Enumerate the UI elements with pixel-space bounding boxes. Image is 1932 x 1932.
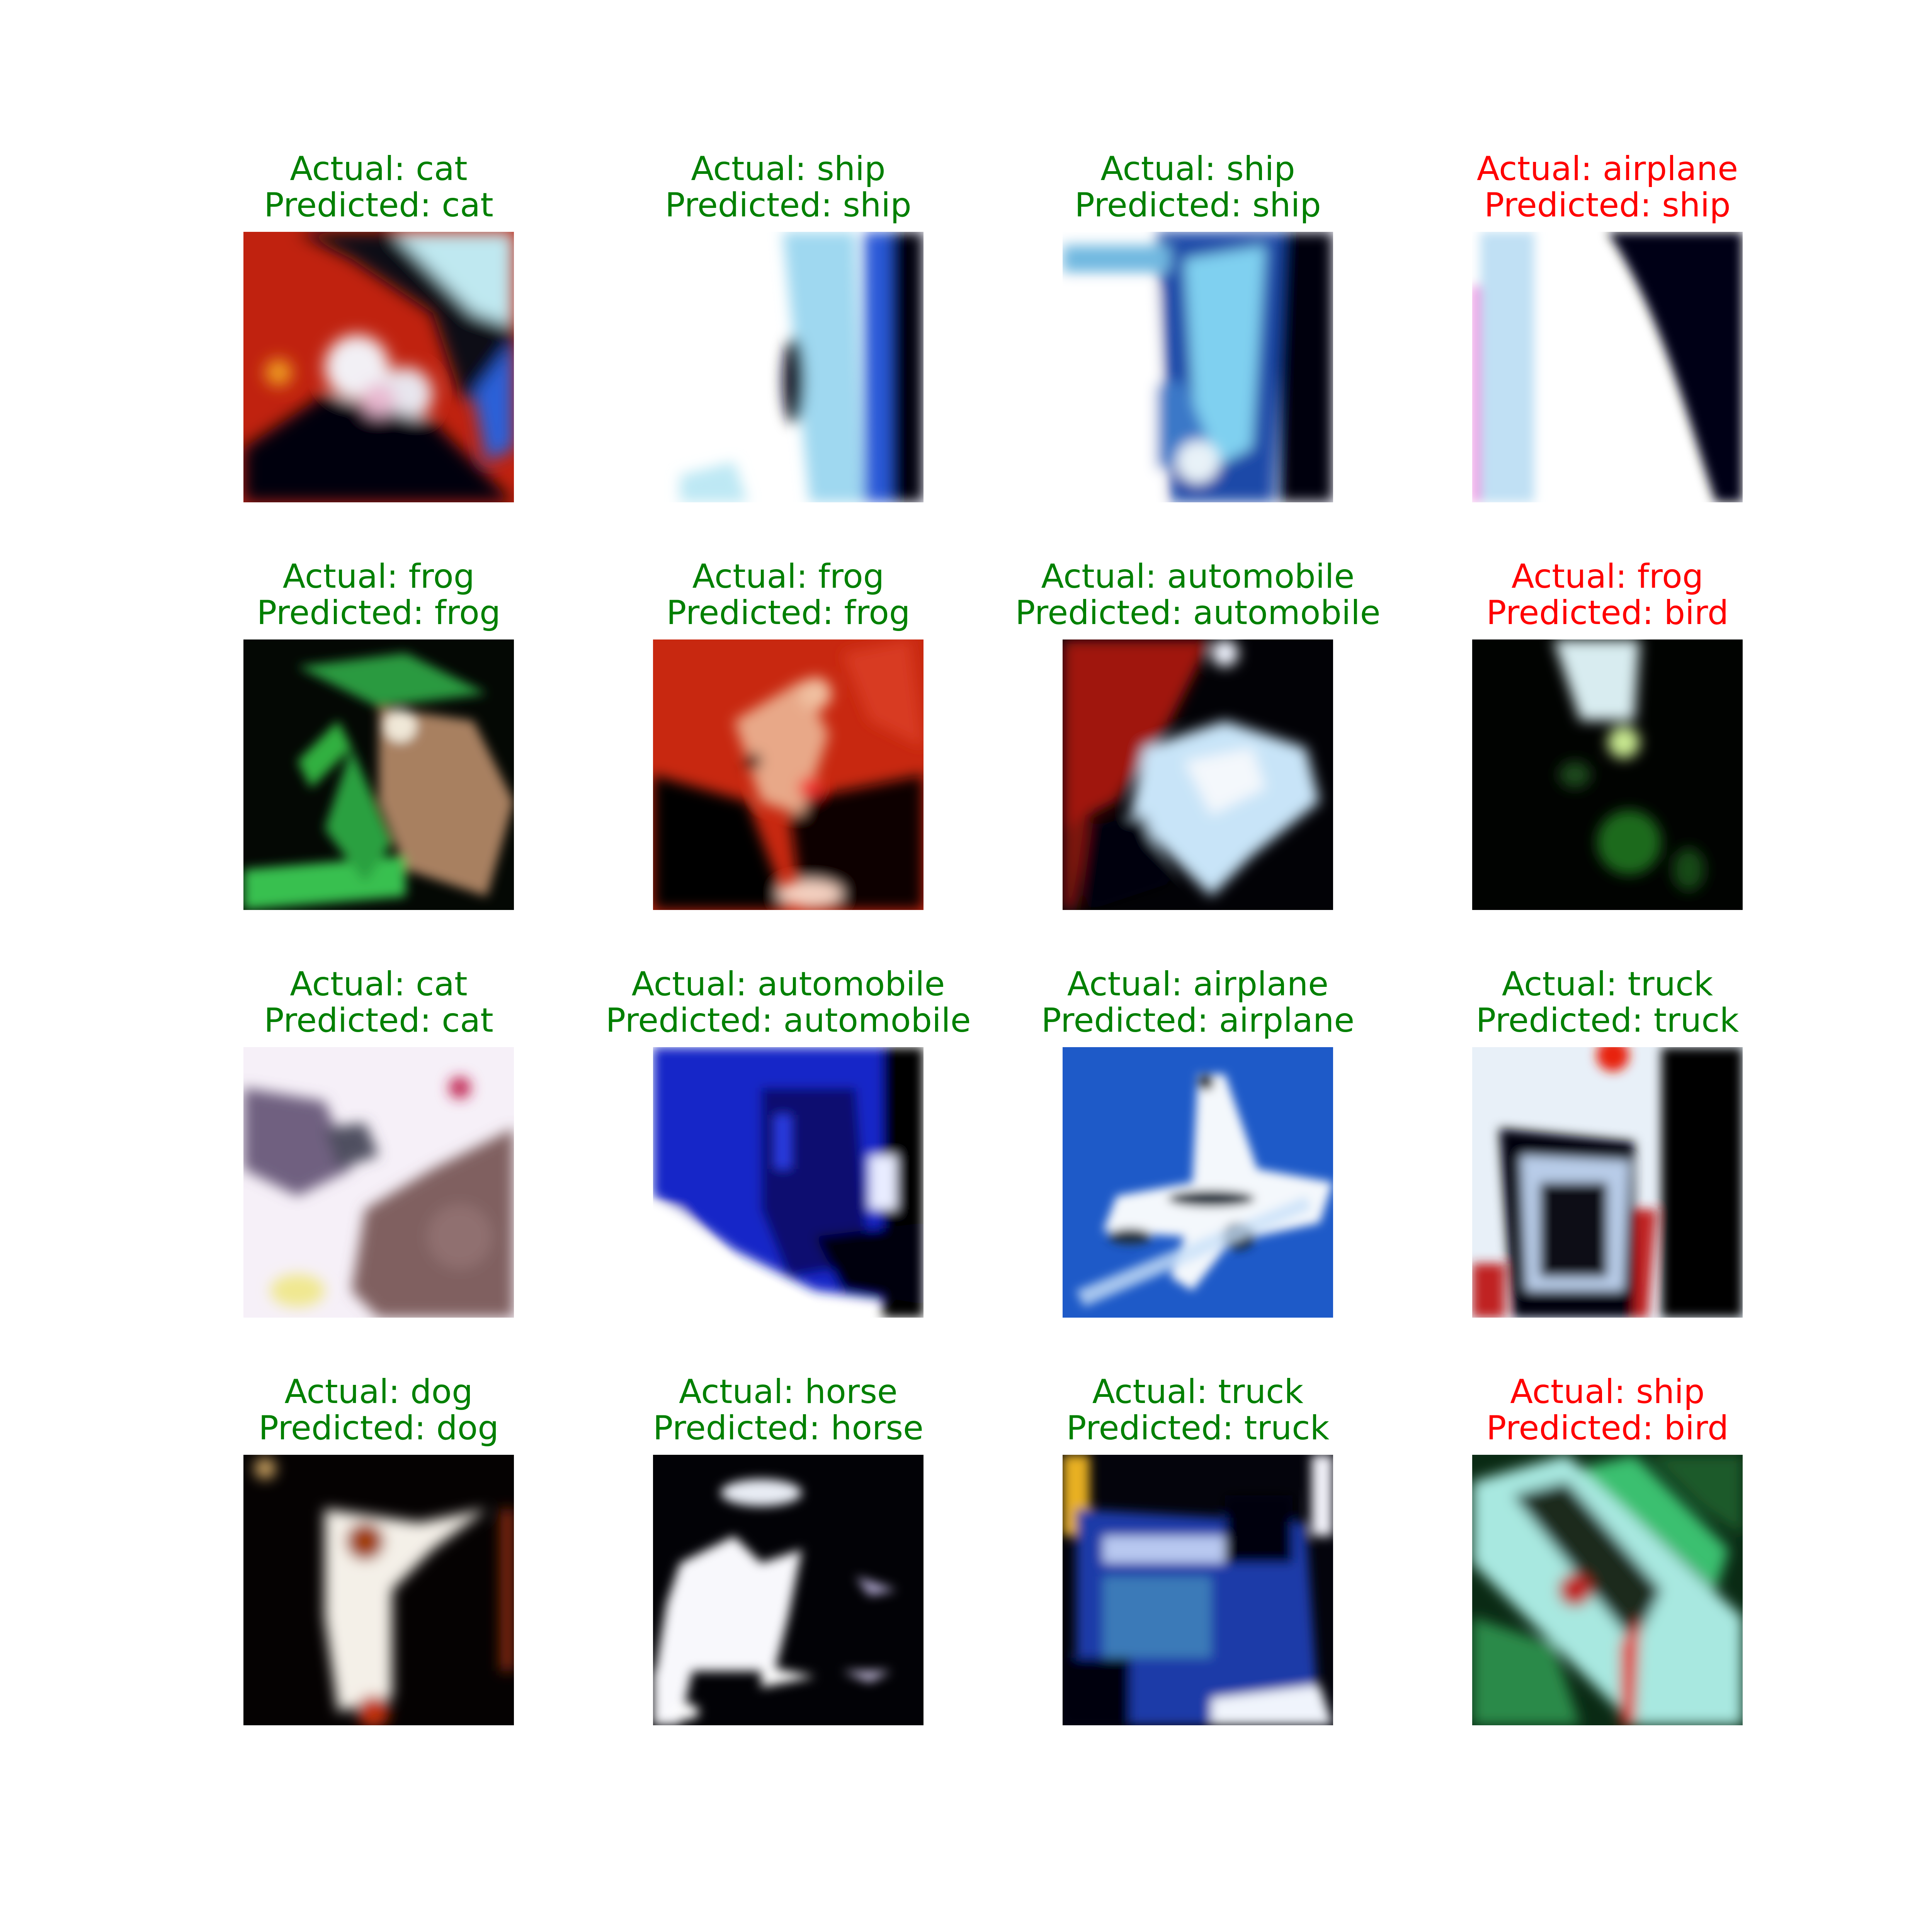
panel-title: Actual: dog Predicted: dog [147,1374,611,1446]
frog-photo [243,639,514,910]
predicted-label: Predicted: truck [1066,1409,1330,1447]
actual-label: Actual: cat [290,150,468,188]
panel-title: Actual: automobile Predicted: automobile [556,966,1020,1039]
airplane-photo [1063,1047,1333,1318]
predicted-label: Predicted: automobile [1015,594,1381,632]
actual-label: Actual: frog [692,557,884,596]
predicted-label: Predicted: truck [1476,1001,1739,1040]
predicted-label: Predicted: ship [665,186,912,224]
actual-label: Actual: ship [1100,150,1295,188]
predicted-label: Predicted: cat [264,1001,493,1040]
panel-title: Actual: airplane Predicted: ship [1376,151,1839,223]
actual-label: Actual: ship [691,150,886,188]
automobile-photo [653,1047,923,1318]
automobile-photo [1063,639,1333,910]
actual-label: Actual: ship [1510,1372,1705,1411]
actual-label: Actual: airplane [1067,965,1329,1003]
ship-photo [653,232,923,502]
panel-title: Actual: ship Predicted: ship [966,151,1430,223]
predicted-label: Predicted: ship [1075,186,1321,224]
panel-title: Actual: truck Predicted: truck [966,1374,1430,1446]
predicted-label: Predicted: bird [1486,1409,1729,1447]
panel-title: Actual: frog Predicted: frog [147,558,611,631]
frog-photo [653,639,923,910]
actual-label: Actual: horse [679,1372,898,1411]
panel-title: Actual: horse Predicted: horse [556,1374,1020,1446]
predicted-label: Predicted: frog [257,594,501,632]
actual-label: Actual: frog [282,557,475,596]
predicted-label: Predicted: automobile [605,1001,971,1040]
panel-title: Actual: truck Predicted: truck [1376,966,1839,1039]
panel-title: Actual: cat Predicted: cat [147,966,611,1039]
panel-title: Actual: cat Predicted: cat [147,151,611,223]
dog-photo [243,1455,514,1725]
cat-photo [243,232,514,502]
predicted-label: Predicted: dog [259,1409,499,1447]
ship-photo [1472,1455,1743,1725]
panel-title: Actual: ship Predicted: ship [556,151,1020,223]
predicted-label: Predicted: airplane [1041,1001,1355,1040]
actual-label: Actual: frog [1511,557,1704,596]
actual-label: Actual: airplane [1476,150,1738,188]
actual-label: Actual: truck [1092,1372,1304,1411]
predicted-label: Predicted: cat [264,186,493,224]
horse-photo [653,1455,923,1725]
ship-photo [1063,232,1333,502]
predicted-label: Predicted: horse [653,1409,924,1447]
panel-title: Actual: airplane Predicted: airplane [966,966,1430,1039]
actual-label: Actual: automobile [1041,557,1355,596]
panel-title: Actual: frog Predicted: bird [1376,558,1839,631]
panel-title: Actual: frog Predicted: frog [556,558,1020,631]
panel-title: Actual: automobile Predicted: automobile [966,558,1430,631]
truck-photo [1063,1455,1333,1725]
actual-label: Actual: cat [290,965,468,1003]
truck-photo [1472,1047,1743,1318]
airplane-photo [1472,232,1743,502]
predicted-label: Predicted: ship [1484,186,1731,224]
cat-photo [243,1047,514,1318]
actual-label: Actual: truck [1502,965,1713,1003]
actual-label: Actual: automobile [631,965,945,1003]
actual-label: Actual: dog [284,1372,473,1411]
frog-photo [1472,639,1743,910]
panel-title: Actual: ship Predicted: bird [1376,1374,1839,1446]
predicted-label: Predicted: frog [666,594,910,632]
predicted-label: Predicted: bird [1486,594,1729,632]
